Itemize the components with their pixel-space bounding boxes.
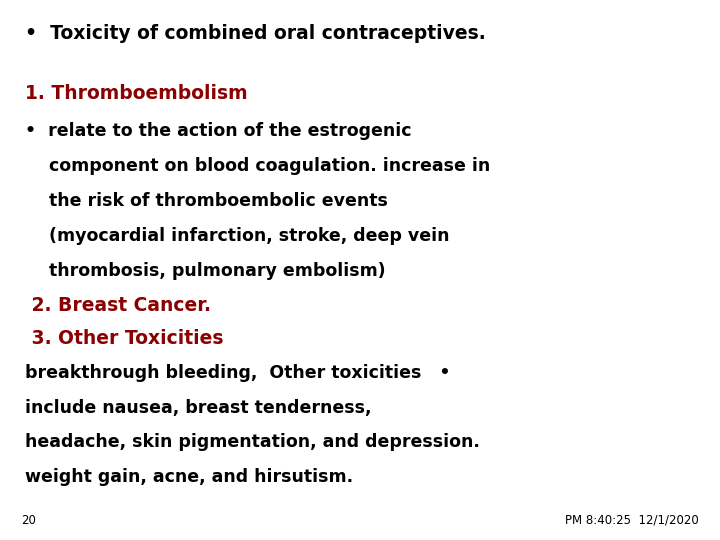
Text: PM 8:40:25  12/1/2020: PM 8:40:25 12/1/2020	[564, 514, 698, 526]
Text: (myocardial infarction, stroke, deep vein: (myocardial infarction, stroke, deep vei…	[25, 227, 450, 245]
Text: breakthrough bleeding,  Other toxicities   •: breakthrough bleeding, Other toxicities …	[25, 364, 451, 382]
Text: weight gain, acne, and hirsutism.: weight gain, acne, and hirsutism.	[25, 468, 354, 485]
Text: thrombosis, pulmonary embolism): thrombosis, pulmonary embolism)	[25, 262, 386, 280]
Text: headache, skin pigmentation, and depression.: headache, skin pigmentation, and depress…	[25, 433, 480, 451]
Text: include nausea, breast tenderness,: include nausea, breast tenderness,	[25, 399, 372, 416]
Text: 2. Breast Cancer.: 2. Breast Cancer.	[25, 296, 211, 315]
Text: 20: 20	[22, 514, 37, 526]
Text: 1. Thromboembolism: 1. Thromboembolism	[25, 84, 248, 103]
Text: •  relate to the action of the estrogenic: • relate to the action of the estrogenic	[25, 122, 412, 139]
Text: •  Toxicity of combined oral contraceptives.: • Toxicity of combined oral contraceptiv…	[25, 24, 486, 43]
Text: 3. Other Toxicities: 3. Other Toxicities	[25, 329, 224, 348]
Text: component on blood coagulation. increase in: component on blood coagulation. increase…	[25, 157, 490, 174]
Text: the risk of thromboembolic events: the risk of thromboembolic events	[25, 192, 388, 210]
